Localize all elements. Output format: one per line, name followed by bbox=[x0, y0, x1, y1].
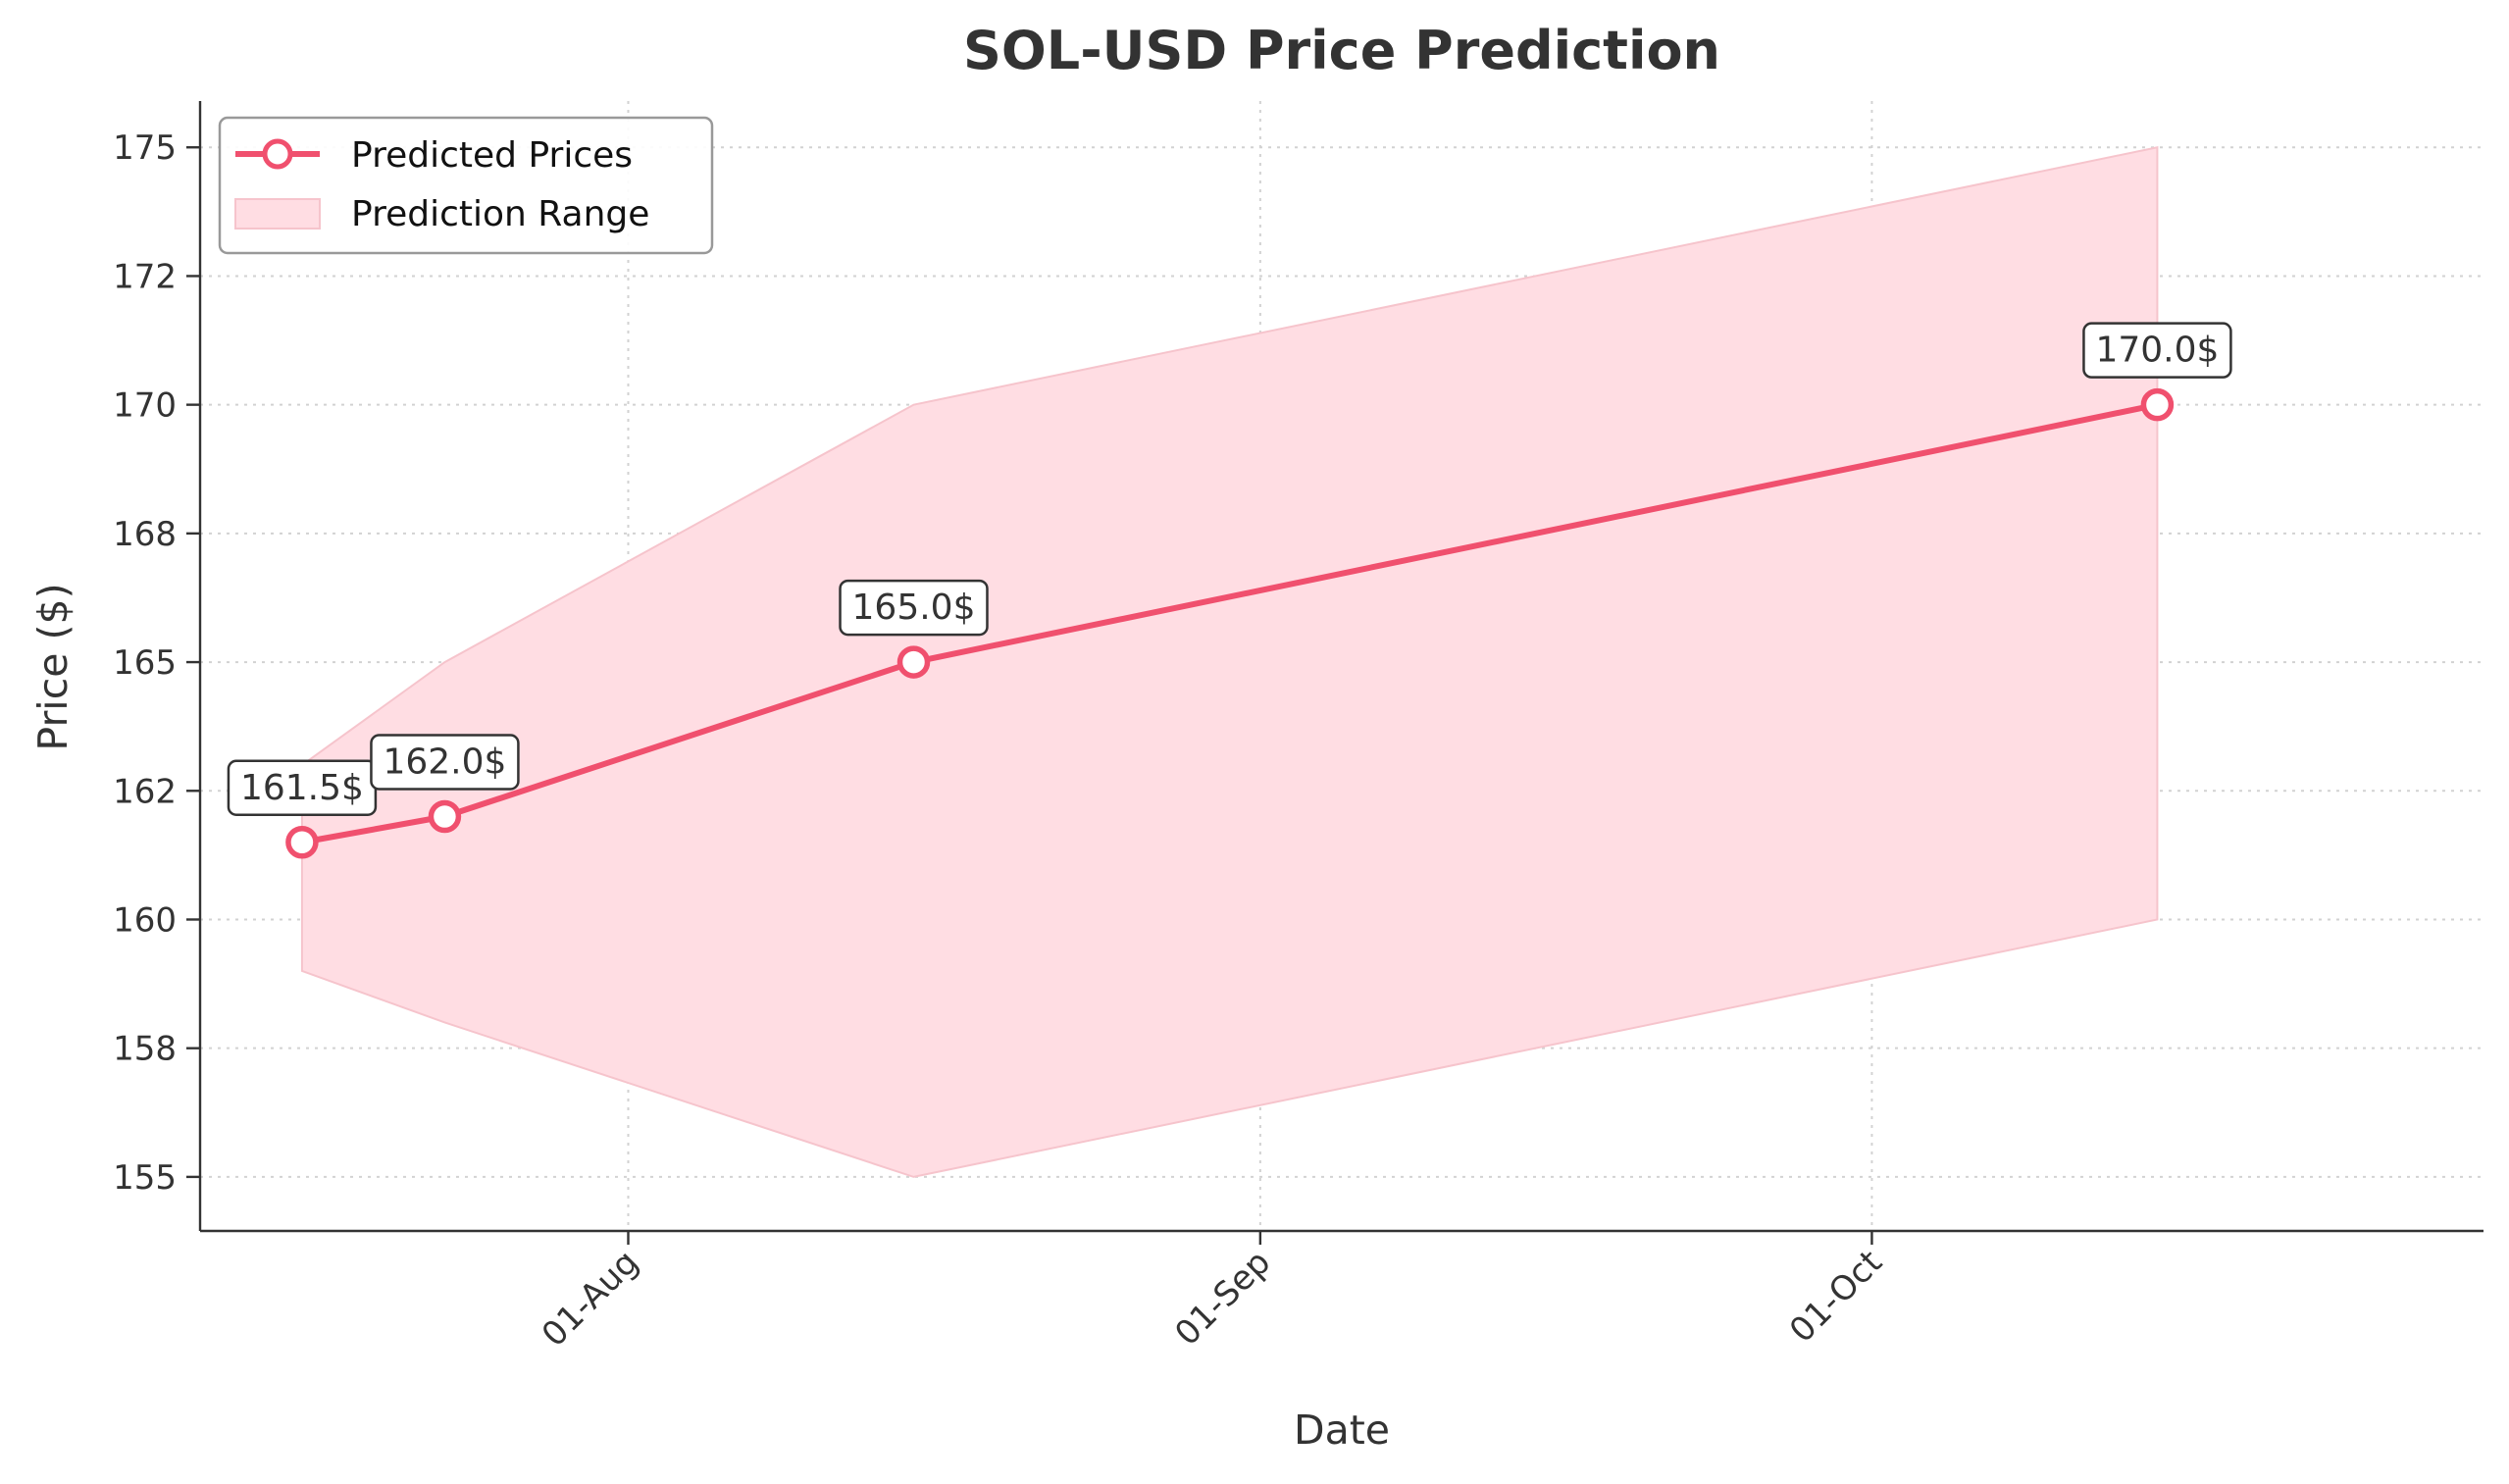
legend-label-predicted-prices: Predicted Prices bbox=[351, 135, 633, 176]
y-tick-label: 162 bbox=[113, 772, 177, 811]
x-tick-label: 01-Sep bbox=[1167, 1243, 1278, 1354]
prediction-range-area bbox=[300, 146, 2159, 1178]
legend: Predicted Prices Prediction Range bbox=[218, 116, 714, 255]
y-tick-label: 168 bbox=[113, 515, 177, 554]
chart-title: SOL-USD Price Prediction bbox=[963, 20, 1720, 81]
predicted-price-point bbox=[428, 799, 462, 834]
x-tick-label: 01-Aug bbox=[535, 1243, 646, 1355]
predicted-price-points bbox=[285, 387, 2175, 859]
y-tick-label: 165 bbox=[113, 643, 177, 683]
data-labels: 161.5$ 162.0$ 165.0$ 170.0$ bbox=[227, 322, 2232, 817]
data-label: 162.0$ bbox=[370, 734, 520, 791]
data-label-text: 162.0$ bbox=[383, 742, 506, 783]
y-tick-label: 155 bbox=[113, 1158, 177, 1198]
predicted-prices-line bbox=[301, 401, 2159, 845]
x-tick-label: 01-Oct bbox=[1782, 1243, 1890, 1351]
data-label-text: 170.0$ bbox=[2095, 331, 2219, 371]
predicted-price-point bbox=[285, 826, 319, 859]
legend-marker-swatch bbox=[262, 138, 293, 170]
data-label: 165.0$ bbox=[839, 579, 989, 637]
predicted-price-point bbox=[2140, 387, 2175, 422]
y-tick-label: 170 bbox=[113, 386, 177, 426]
data-label-box bbox=[370, 734, 520, 791]
y-tick-label: 160 bbox=[113, 900, 177, 940]
y-tick-label: 172 bbox=[113, 257, 177, 296]
y-tick-label: 175 bbox=[113, 128, 177, 168]
data-label-box bbox=[2082, 322, 2232, 379]
data-label-text: 161.5$ bbox=[240, 768, 364, 808]
predicted-price-point bbox=[896, 645, 931, 679]
legend-box bbox=[218, 116, 714, 255]
y-axis-label: Price ($) bbox=[29, 583, 77, 750]
y-axis-ticks: 155 158 160 162 165 168 170 172 175 bbox=[113, 128, 200, 1198]
y-tick-label: 158 bbox=[113, 1030, 177, 1069]
x-axis-ticks: 01-Aug 01-Sep 01-Oct bbox=[535, 1231, 1890, 1355]
x-axis-label: Date bbox=[1294, 1407, 1390, 1454]
data-label: 170.0$ bbox=[2082, 322, 2232, 379]
legend-label-prediction-range: Prediction Range bbox=[351, 194, 649, 234]
legend-range-swatch bbox=[234, 198, 321, 230]
data-label-box bbox=[839, 579, 989, 637]
data-label-text: 165.0$ bbox=[852, 588, 976, 628]
data-label: 161.5$ bbox=[227, 759, 378, 817]
